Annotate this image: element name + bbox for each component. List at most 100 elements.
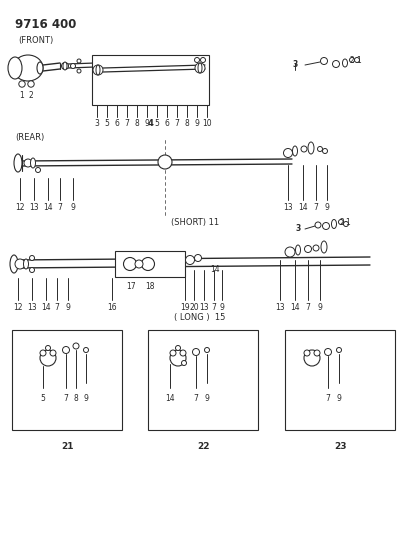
Ellipse shape [13,55,43,81]
Text: 21: 21 [61,442,73,451]
Ellipse shape [30,158,35,168]
Circle shape [205,348,210,352]
Circle shape [284,149,293,157]
Text: 7: 7 [305,303,310,312]
Text: 5: 5 [41,394,46,403]
Text: 10: 10 [202,119,212,128]
Text: 7: 7 [64,394,69,403]
Text: 5: 5 [104,119,109,128]
Circle shape [158,155,172,169]
Ellipse shape [37,62,43,74]
Circle shape [141,257,155,271]
Circle shape [315,222,321,228]
Circle shape [170,350,186,366]
Text: 20: 20 [189,303,199,312]
Bar [285,330,395,430]
Circle shape [182,360,187,366]
Circle shape [285,247,295,257]
Text: 2: 2 [29,91,33,100]
Text: 2: 2 [350,56,354,65]
Circle shape [194,254,201,262]
Circle shape [323,149,328,154]
Circle shape [355,58,360,62]
Circle shape [304,350,310,356]
Text: 14: 14 [43,203,53,212]
Text: 2: 2 [339,218,344,227]
Bar [148,330,258,430]
Text: 23: 23 [334,442,346,451]
Ellipse shape [96,65,100,75]
Circle shape [62,62,69,69]
Ellipse shape [308,142,314,154]
Text: 9: 9 [66,303,70,312]
Circle shape [30,268,35,272]
Text: 14: 14 [165,394,175,403]
Text: 9: 9 [71,203,76,212]
Text: (FRONT): (FRONT) [18,36,53,45]
Circle shape [321,58,328,64]
Circle shape [46,345,51,351]
Text: 14: 14 [298,203,308,212]
Circle shape [71,63,76,69]
Text: 9: 9 [194,119,199,128]
Text: 9: 9 [219,303,224,312]
Ellipse shape [63,62,67,70]
Circle shape [135,260,143,268]
Text: 9: 9 [337,394,342,403]
Text: 16: 16 [107,303,117,312]
Text: ( LONG )  15: ( LONG ) 15 [174,313,226,322]
Ellipse shape [332,220,337,229]
Circle shape [313,245,319,251]
Circle shape [325,349,332,356]
Ellipse shape [296,245,300,255]
Text: 8: 8 [185,119,189,128]
Text: 9: 9 [205,394,210,403]
Text: 5: 5 [155,119,159,128]
Circle shape [195,63,205,73]
Circle shape [93,65,103,75]
Circle shape [323,222,330,230]
Text: 7: 7 [314,203,319,212]
Circle shape [185,255,194,264]
Text: 7: 7 [58,203,62,212]
Circle shape [77,69,81,73]
Text: 14: 14 [290,303,300,312]
Circle shape [40,350,56,366]
Ellipse shape [23,259,28,269]
Text: 13: 13 [283,203,293,212]
Text: 4: 4 [147,119,153,128]
Text: 6: 6 [164,119,169,128]
Circle shape [170,350,176,356]
Ellipse shape [321,241,327,253]
Ellipse shape [14,154,22,172]
Circle shape [28,81,34,87]
Text: 14: 14 [210,265,220,274]
Bar [115,251,185,277]
Circle shape [337,348,342,352]
Circle shape [192,349,199,356]
Text: 7: 7 [55,303,60,312]
Circle shape [301,146,307,152]
Text: 9: 9 [318,303,323,312]
Circle shape [30,255,35,261]
Text: (SHORT) 11: (SHORT) 11 [171,218,219,227]
Circle shape [332,61,339,68]
Circle shape [73,343,79,349]
Ellipse shape [10,255,18,273]
Circle shape [339,220,344,224]
Circle shape [314,350,320,356]
Bar [92,55,209,105]
Circle shape [123,257,136,271]
Text: 7: 7 [175,119,180,128]
Circle shape [201,58,206,62]
Text: 7: 7 [326,394,330,403]
Text: 1: 1 [357,56,361,65]
Circle shape [180,350,186,356]
Text: 3: 3 [95,119,99,128]
Circle shape [344,222,349,227]
Text: 7: 7 [194,394,199,403]
Text: 14: 14 [41,303,51,312]
Ellipse shape [8,57,22,79]
Text: 13: 13 [275,303,285,312]
Circle shape [40,350,46,356]
